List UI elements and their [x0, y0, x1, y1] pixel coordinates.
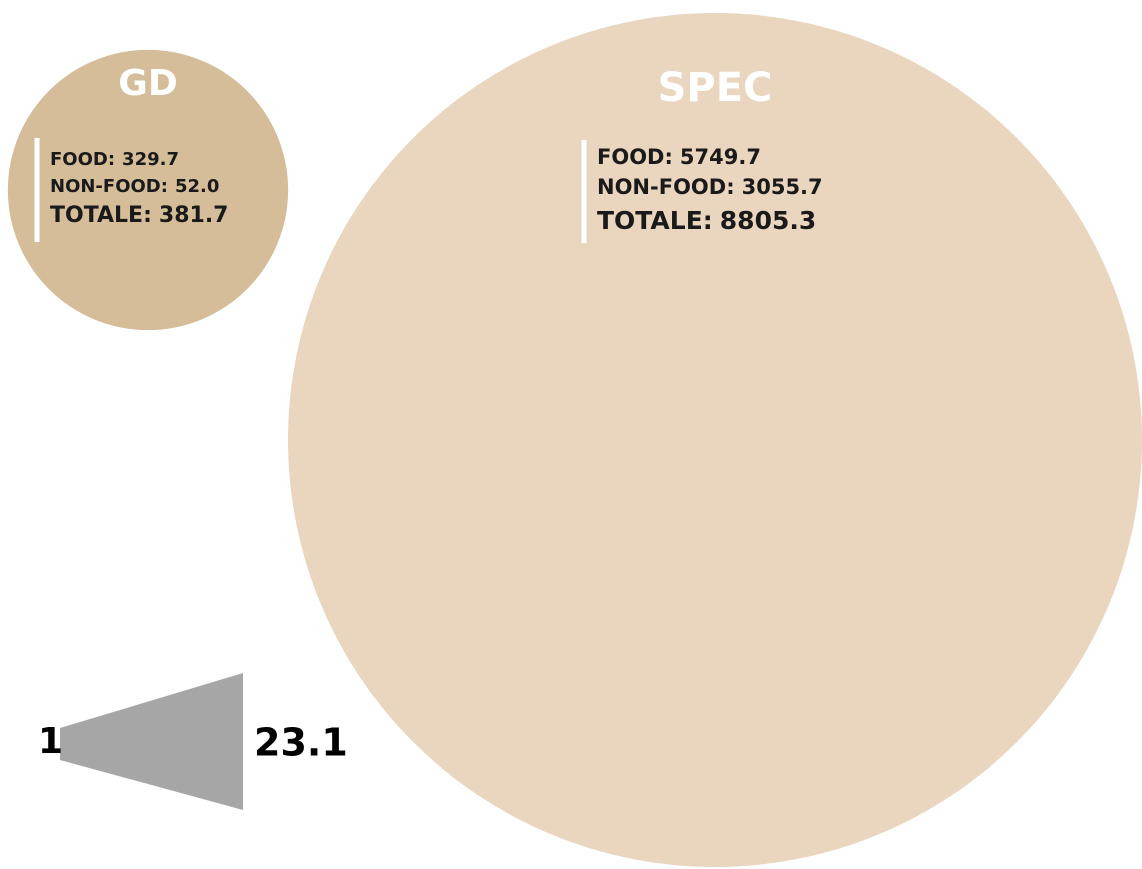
label-name: FOOD:	[597, 145, 673, 169]
bubble-title: SPEC	[658, 65, 773, 111]
label-value: 8805.3	[720, 206, 816, 235]
label-value: 381.7	[159, 203, 229, 228]
bubble-label: FOOD: 329.7	[50, 149, 179, 170]
bubble-label: TOTALE: 8805.3	[597, 206, 816, 235]
label-name: TOTALE:	[597, 206, 713, 235]
ratio-funnel	[60, 673, 243, 810]
ratio-to: 23.1	[254, 721, 348, 765]
bubble-title: GD	[118, 63, 177, 104]
label-name: NON-FOOD:	[50, 176, 168, 197]
label-value: 3055.7	[742, 175, 823, 199]
bubble-label: TOTALE: 381.7	[50, 203, 228, 228]
bubble	[7, 49, 289, 331]
ratio-from: 1	[38, 721, 63, 762]
bubble-label: NON-FOOD: 52.0	[50, 176, 219, 197]
label-name: NON-FOOD:	[597, 175, 735, 199]
bubble	[288, 13, 1142, 867]
label-value: 5749.7	[680, 145, 761, 169]
label-value: 52.0	[175, 176, 219, 197]
label-value: 329.7	[122, 149, 179, 170]
label-name: FOOD:	[50, 149, 115, 170]
label-name: TOTALE:	[50, 203, 152, 228]
bubble-label: NON-FOOD: 3055.7	[597, 175, 823, 199]
bubble-label: FOOD: 5749.7	[597, 145, 761, 169]
